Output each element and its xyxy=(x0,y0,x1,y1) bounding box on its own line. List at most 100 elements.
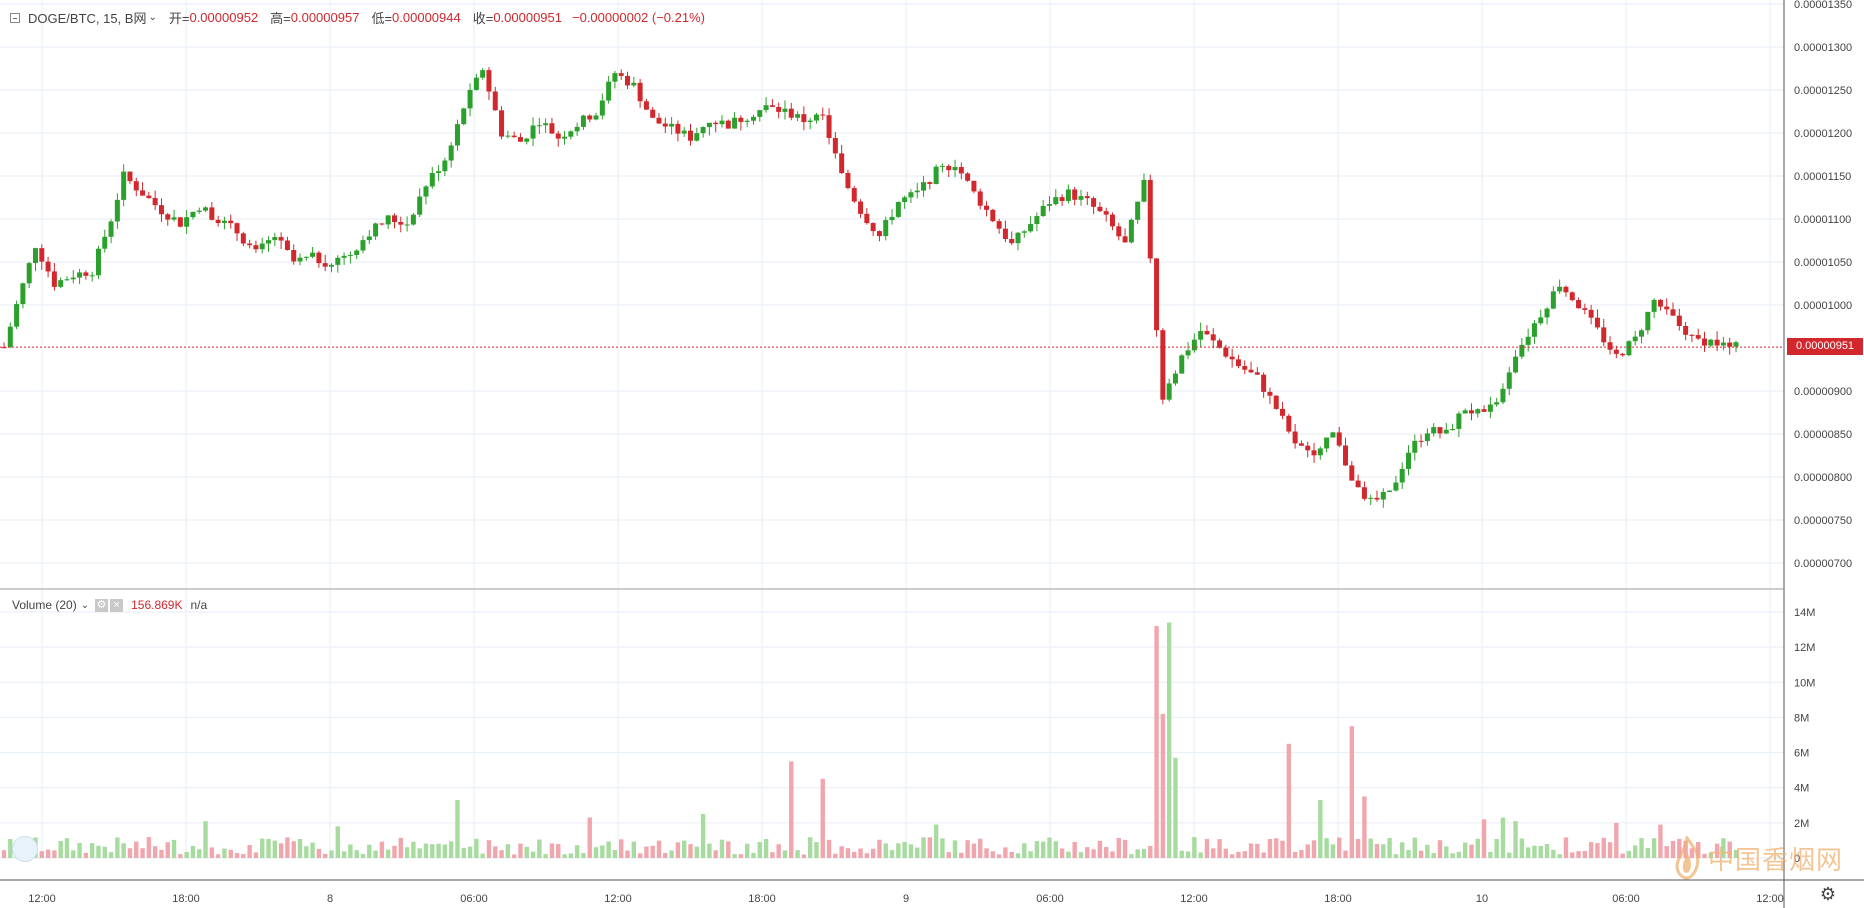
candle-body xyxy=(870,223,876,232)
volume-bar xyxy=(1374,844,1380,858)
candle-body xyxy=(436,171,442,174)
volume-bar xyxy=(121,843,126,858)
volume-bar xyxy=(127,848,133,858)
volume-bar xyxy=(1412,837,1417,858)
volume-bar xyxy=(1154,626,1159,858)
candle-body xyxy=(499,110,505,137)
open-label: 开= xyxy=(168,11,190,26)
candle-body xyxy=(530,125,536,139)
volume-bar xyxy=(310,842,315,858)
volume-bar xyxy=(757,842,762,858)
collapse-icon[interactable] xyxy=(10,12,20,23)
candle-body xyxy=(1588,309,1594,318)
candle-body xyxy=(517,137,523,142)
price-tick-label: 0.00001200 xyxy=(1794,128,1852,140)
volume-bar xyxy=(606,841,611,858)
volume-bar xyxy=(1122,839,1128,858)
candle-body xyxy=(1632,336,1638,342)
volume-bar xyxy=(952,840,958,858)
time-tick-label: 9 xyxy=(903,893,909,905)
candle-body xyxy=(1046,204,1052,206)
volume-bar xyxy=(1305,844,1310,858)
candle-body xyxy=(64,279,70,281)
volume-bar xyxy=(404,847,410,858)
candle-body xyxy=(1676,315,1682,326)
candle-body xyxy=(851,188,857,202)
time-tick-label: 18:00 xyxy=(172,893,200,905)
candle-body xyxy=(1109,214,1115,227)
volume-bar xyxy=(1041,841,1046,858)
candle-body xyxy=(32,248,38,264)
candle-body xyxy=(1387,490,1393,492)
candle-body xyxy=(1298,443,1304,446)
close-icon[interactable]: × xyxy=(110,598,124,612)
open-value: 0.00000952 xyxy=(189,10,259,25)
volume-bar xyxy=(814,842,819,858)
volume-bar xyxy=(1349,726,1355,858)
candle-body xyxy=(1330,432,1336,438)
volume-bar xyxy=(782,850,788,858)
candle-body xyxy=(70,277,76,280)
volume-label[interactable]: Volume (20) xyxy=(12,598,77,612)
candle-body xyxy=(492,91,498,111)
settings-icon[interactable]: ⚙ xyxy=(95,598,109,612)
volume-bar xyxy=(1683,840,1688,858)
volume-bar xyxy=(108,852,114,858)
volume-bar xyxy=(713,850,718,858)
symbol-label[interactable]: DOGE/BTC, 15, B网 xyxy=(28,11,147,26)
volume-bar xyxy=(940,838,945,858)
volume-bar xyxy=(1274,838,1279,858)
time-tick-label: 06:00 xyxy=(1612,893,1640,905)
candle-body xyxy=(1091,198,1097,207)
volume-bar xyxy=(1166,622,1172,858)
candle-body xyxy=(543,123,549,126)
volume-bar xyxy=(234,853,240,858)
volume-bar xyxy=(801,854,807,858)
candle-body xyxy=(165,214,171,220)
volume-bar xyxy=(1658,824,1663,858)
candle-body xyxy=(1355,480,1361,488)
volume-bar xyxy=(1538,846,1543,858)
volume-bar xyxy=(1500,817,1506,858)
candle-body xyxy=(1569,292,1575,301)
candle-body xyxy=(990,209,996,222)
candle-body xyxy=(1494,402,1500,405)
candle-body xyxy=(1191,339,1197,351)
volume-tick-label: 2M xyxy=(1794,818,1809,830)
volume-bar xyxy=(1456,851,1462,858)
candle-body xyxy=(618,73,624,76)
volume-bar xyxy=(1179,850,1184,858)
volume-bar xyxy=(1582,850,1588,858)
volume-bar xyxy=(1242,851,1247,858)
candle-body xyxy=(1557,286,1563,292)
candle-body xyxy=(984,205,990,210)
chevron-down-icon[interactable]: ⌄ xyxy=(148,12,157,23)
candle-body xyxy=(1576,300,1582,309)
volume-bar xyxy=(1280,840,1285,858)
candle-body xyxy=(958,167,964,174)
candle-body xyxy=(694,133,700,141)
gear-icon[interactable]: ⚙ xyxy=(1819,884,1837,904)
volume-tick-label: 0 xyxy=(1794,853,1800,865)
candle-body xyxy=(1594,317,1600,328)
volume-bar xyxy=(1601,837,1606,858)
volume-bar xyxy=(1418,850,1424,858)
candle-body xyxy=(1727,342,1733,347)
volume-bar xyxy=(1248,843,1254,858)
candle-body xyxy=(593,115,599,120)
chevron-down-icon[interactable]: ⌄ xyxy=(80,599,90,611)
volume-bar xyxy=(423,843,429,858)
volume-bar xyxy=(883,843,888,858)
volume-bar xyxy=(1,850,7,858)
volume-bar xyxy=(1311,840,1317,858)
candle-body xyxy=(108,221,114,237)
volume-bar xyxy=(1444,846,1449,858)
candle-body xyxy=(965,173,971,181)
candle-body xyxy=(1009,239,1015,244)
candle-body xyxy=(203,207,209,211)
volume-bar xyxy=(436,843,441,858)
candle-body xyxy=(637,82,643,102)
candle-body xyxy=(1670,309,1676,316)
candle-body xyxy=(914,190,920,193)
